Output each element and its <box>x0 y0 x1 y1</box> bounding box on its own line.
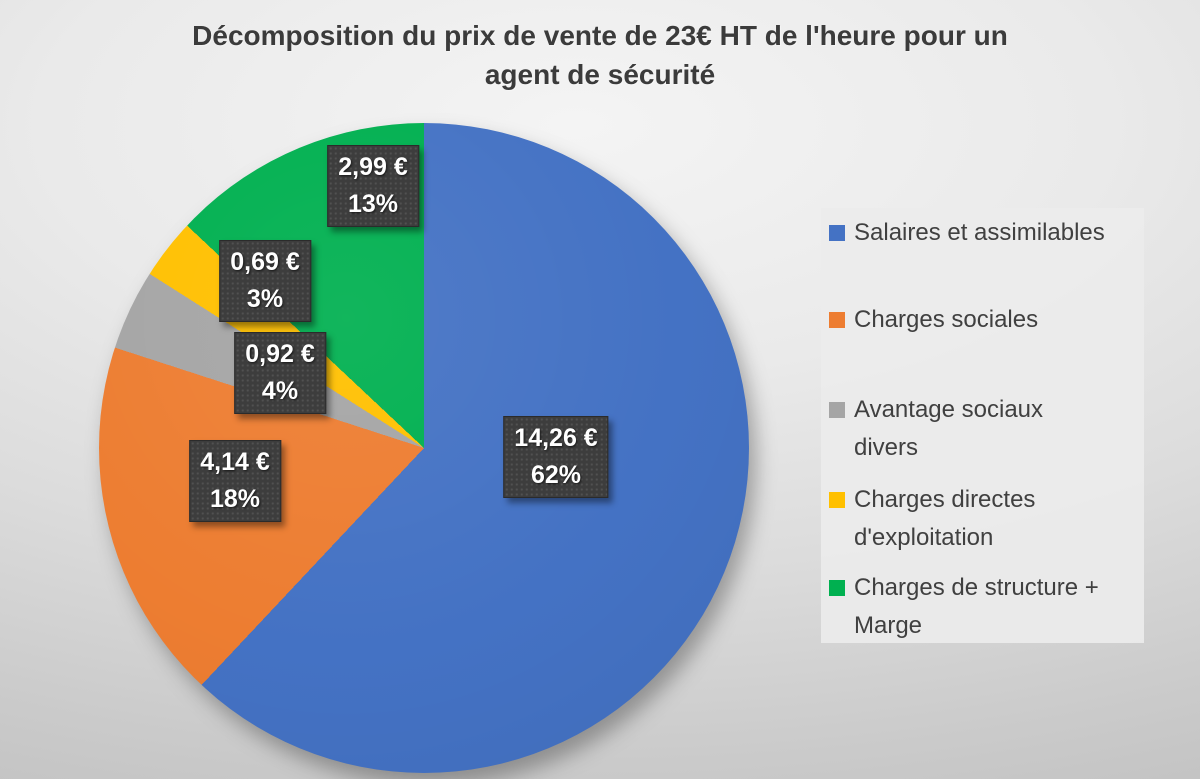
data-label-percent: 62% <box>530 461 582 489</box>
data-label-charges-structure: 2,99 € 13% <box>327 145 419 227</box>
legend-item-label: Charges sociales <box>854 306 1039 333</box>
data-label-value: 0,92 € <box>245 340 315 368</box>
data-label-percent: 13% <box>347 190 399 218</box>
data-label-value: 0,69 € <box>230 248 300 276</box>
legend-swatch-charges-structure <box>829 580 845 596</box>
data-label-percent: 4% <box>261 377 299 405</box>
legend-item-salaires: Salaires et assimilables <box>829 214 1137 252</box>
data-label-percent: 18% <box>209 485 261 513</box>
legend-swatch-charges-directes <box>829 492 845 508</box>
legend-swatch-salaires <box>829 225 845 241</box>
legend: Salaires et assimilables Charges sociale… <box>821 208 1144 643</box>
chart-title: Décomposition du prix de vente de 23€ HT… <box>192 20 1008 90</box>
legend-item-charges-structure: Charges de structure + Marge <box>829 569 1137 645</box>
legend-swatch-avantage-sociaux <box>829 402 845 418</box>
data-label-value: 14,26 € <box>514 424 598 452</box>
data-label-percent: 3% <box>246 285 284 313</box>
legend-item-avantage-sociaux: Avantage sociaux divers <box>829 391 1137 467</box>
legend-swatch-charges-sociales <box>829 312 845 328</box>
data-label-value: 4,14 € <box>200 448 270 476</box>
data-label-charges-sociales: 4,14 € 18% <box>189 440 281 522</box>
legend-item-label: Charges de structure + Marge <box>854 574 1099 639</box>
legend-item-label: Salaires et assimilables <box>854 219 1105 246</box>
legend-item-charges-directes: Charges directes d'exploitation <box>829 481 1137 557</box>
legend-item-label: Avantage sociaux divers <box>854 396 1044 461</box>
legend-item-label: Charges directes d'exploitation <box>854 486 1036 551</box>
legend-item-charges-sociales: Charges sociales <box>829 301 1137 339</box>
data-label-charges-directes: 0,69 € 3% <box>219 240 311 322</box>
data-label-avantage-sociaux: 0,92 € 4% <box>234 332 326 414</box>
data-label-value: 2,99 € <box>338 153 408 181</box>
data-label-salaires: 14,26 € 62% <box>503 416 609 498</box>
